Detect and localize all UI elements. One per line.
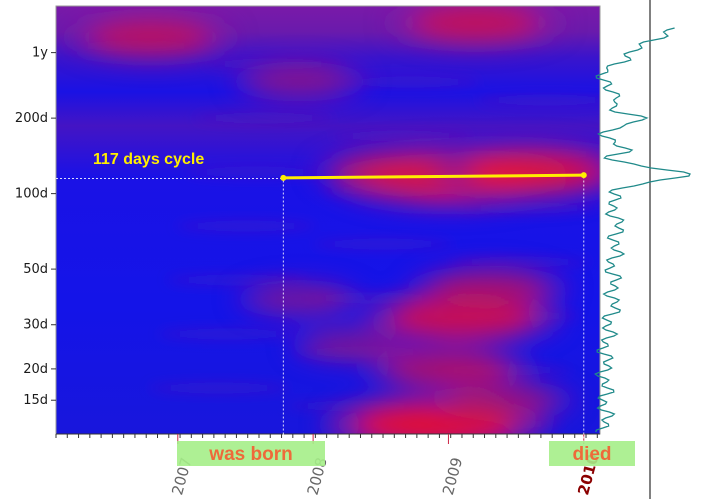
x-tick-label: 2009	[439, 455, 466, 497]
texture-band	[158, 328, 298, 340]
spectrum-line	[594, 27, 691, 433]
hotspot	[253, 285, 347, 313]
guide-lines	[56, 176, 585, 444]
y-tick-label: 20d	[23, 362, 48, 377]
texture-band	[477, 94, 600, 106]
texture-band	[176, 220, 316, 232]
cycle-annotation: 117 days cycle	[93, 151, 587, 181]
cycle-line	[281, 173, 586, 180]
texture-band	[313, 238, 453, 250]
hotspot	[336, 155, 452, 188]
born-label: was born	[208, 444, 292, 465]
y-tick-label: 30d	[23, 318, 48, 333]
x-axis: 2007 2008 2009 2010	[55, 433, 602, 497]
hotspot	[412, 6, 539, 40]
y-tick-label: 50d	[23, 262, 48, 277]
hotspot	[455, 152, 600, 192]
hotspot	[250, 67, 349, 96]
event-born: was born	[177, 441, 325, 466]
texture-band	[331, 130, 471, 142]
heatmap-hotspots	[66, 6, 600, 434]
died-label: died	[572, 444, 611, 465]
texture-band	[185, 166, 325, 178]
died-label-box	[549, 441, 635, 466]
texture-band	[450, 256, 590, 268]
texture-band	[340, 76, 480, 88]
y-tick-label: 100d	[15, 187, 48, 202]
cycle-start-marker	[280, 174, 287, 181]
hotspot	[450, 385, 555, 416]
hotspot	[431, 272, 547, 305]
hotspot	[307, 330, 401, 359]
y-axis: 1y 200d 100d 50d 30d 20d 15d	[15, 46, 56, 408]
event-died: died	[549, 441, 635, 466]
cycle-end-marker	[580, 172, 587, 179]
y-tick-label: 15d	[23, 393, 48, 408]
y-tick-label: 200d	[15, 111, 48, 126]
texture-band	[459, 202, 599, 214]
hotspot	[388, 352, 509, 386]
heatmap-area	[56, 6, 600, 434]
texture-band	[149, 382, 289, 394]
y-tick-label: 1y	[32, 46, 48, 61]
hotspot	[90, 20, 211, 54]
born-label-box	[177, 441, 325, 466]
texture-band	[194, 112, 334, 124]
cycle-label: 117 days cycle	[93, 151, 204, 168]
